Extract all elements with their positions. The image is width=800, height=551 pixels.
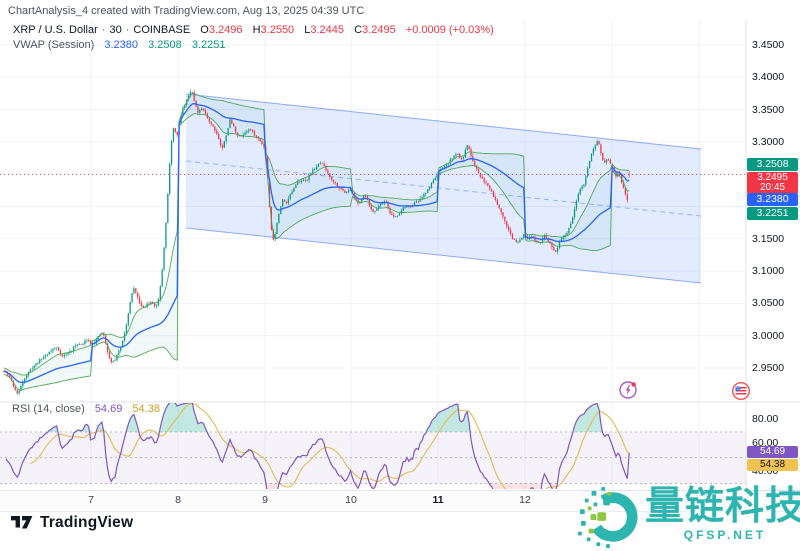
rsi-label: RSI (14, close): [12, 403, 85, 415]
vwap-lower-value: 3.2251: [191, 39, 226, 51]
tradingview-logo[interactable]: TradingView: [10, 514, 133, 532]
events-lightning-icon[interactable]: [618, 380, 638, 405]
open-label: O: [200, 24, 209, 36]
price-axis-label: 3.3000: [752, 136, 785, 148]
chart-title: ChartAnalysis_4 created with TradingView…: [8, 5, 365, 17]
time-axis-label: 8: [175, 494, 181, 506]
low-label: L: [304, 24, 311, 36]
price-axis-label: 3.1500: [752, 233, 785, 245]
us-economic-event-icon[interactable]: [731, 381, 751, 406]
price-axis-label: 2.9500: [752, 362, 785, 374]
watermark: 量链科技 QFSP.NET: [577, 486, 800, 550]
tradingview-glyph-icon: [11, 515, 33, 528]
separator: ·: [125, 24, 130, 36]
price-axis-label: 3.4000: [752, 71, 785, 83]
time-axis-label: 11: [432, 494, 444, 506]
vwap-mid-value: 3.2380: [104, 39, 139, 51]
price-axis-label: 3.1000: [752, 265, 785, 277]
symbol-legend[interactable]: XRP / U.S. Dollar · 30 · COINBASE O3.2496 H3…: [13, 24, 494, 36]
watermark-domain-text: QFSP.NET: [683, 528, 767, 542]
vwap-lower-badge: 3.2251: [747, 207, 798, 220]
rsi-axis-label: 80.00: [752, 413, 779, 425]
change-value: +0.0009 (+0.03%): [405, 24, 494, 36]
interval[interactable]: 30: [109, 24, 122, 36]
high-value: 3.2550: [260, 24, 295, 36]
time-axis-label: 10: [345, 494, 357, 506]
rsi-ma-value: 54.38: [132, 403, 160, 415]
time-axis[interactable]: [0, 490, 800, 512]
last-price-badge: 3.2495 20:45: [747, 172, 798, 194]
open-value: 3.2496: [208, 24, 243, 36]
vwap-upper-badge: 3.2508: [747, 158, 798, 171]
vwap-legend[interactable]: VWAP (Session) 3.2380 3.2508 3.2251: [13, 39, 225, 51]
vwap-label: VWAP (Session): [13, 39, 95, 51]
watermark-chinese-text: 量链科技: [645, 485, 800, 528]
close-label: C: [354, 24, 363, 36]
close-value: 3.2495: [362, 24, 396, 36]
separator: ·: [101, 24, 106, 36]
time-axis-label: 12: [519, 494, 531, 506]
vwap-mid-badge: 3.2380: [747, 193, 798, 206]
time-axis-label: 7: [88, 494, 94, 506]
rsi-ma-badge: 54.38: [747, 459, 798, 471]
tradingview-logo-text: TradingView: [40, 514, 134, 531]
symbol-name[interactable]: XRP / U.S. Dollar: [13, 24, 98, 36]
time-axis-label: 9: [262, 494, 268, 506]
price-axis-label: 3.0000: [752, 330, 785, 342]
price-axis-label: 3.0500: [752, 297, 785, 309]
price-axis-label: 3.4500: [752, 39, 785, 51]
watermark-logo-icon: [577, 487, 638, 549]
last-price-value: 3.2495: [757, 172, 788, 183]
rsi-value: 54.69: [94, 403, 123, 415]
vwap-upper-value: 3.2508: [148, 39, 182, 51]
bar-countdown: 20:45: [759, 182, 786, 193]
exchange: COINBASE: [133, 24, 191, 36]
price-axis-label: 3.3500: [752, 104, 785, 116]
rsi-legend[interactable]: RSI (14, close) 54.69 54.38: [12, 403, 160, 415]
high-label: H: [252, 24, 261, 36]
low-value: 3.2445: [310, 24, 345, 36]
rsi-value-badge: 54.69: [747, 446, 798, 458]
